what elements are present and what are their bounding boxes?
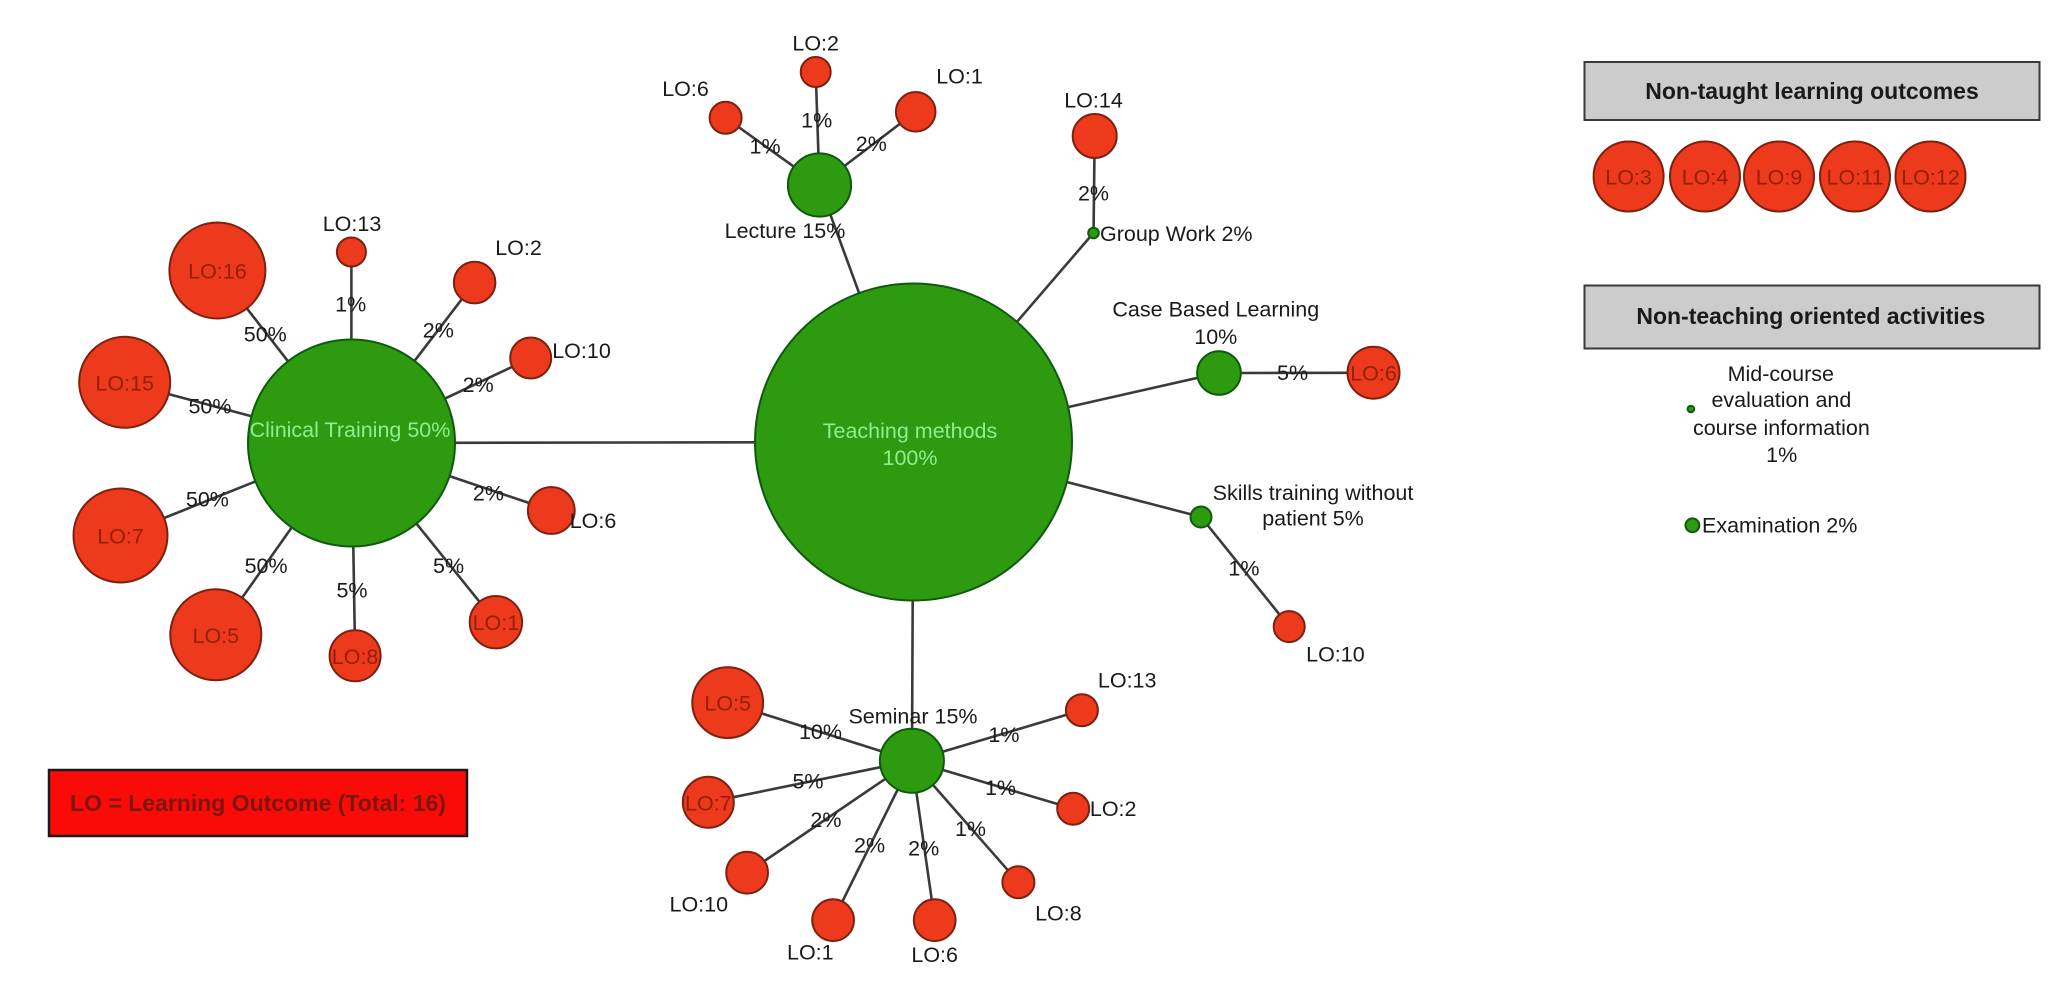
svg-text:LO:10: LO:10 [552,339,611,363]
svg-text:LO:1: LO:1 [473,611,520,635]
svg-text:Skills training without: Skills training without [1213,481,1414,505]
svg-text:LO:5: LO:5 [192,624,239,648]
svg-text:LO:2: LO:2 [495,236,542,260]
svg-text:LO:4: LO:4 [1682,166,1729,190]
svg-text:1%: 1% [1228,557,1259,581]
svg-text:Group Work 2%: Group Work 2% [1100,222,1253,246]
svg-text:LO:15: LO:15 [95,371,154,395]
svg-text:2%: 2% [1078,182,1109,206]
svg-text:LO:10: LO:10 [670,893,729,917]
svg-text:LO:2: LO:2 [792,31,839,55]
svg-text:1%: 1% [335,292,366,316]
svg-text:LO:9: LO:9 [1756,166,1803,190]
svg-text:LO = Learning Outcome (Total:: LO = Learning Outcome (Total: 16) [70,790,446,816]
svg-text:LO:7: LO:7 [685,791,732,815]
svg-text:2%: 2% [810,808,841,832]
svg-text:LO:13: LO:13 [323,212,382,236]
svg-text:LO:3: LO:3 [1605,166,1652,190]
svg-text:Examination 2%: Examination 2% [1702,513,1857,537]
svg-text:50%: 50% [245,554,288,578]
svg-text:1%: 1% [1766,443,1797,467]
svg-text:1%: 1% [985,776,1016,800]
svg-text:2%: 2% [423,319,454,343]
svg-text:LO:6: LO:6 [570,509,617,533]
svg-text:5%: 5% [336,579,367,603]
svg-text:1%: 1% [801,109,832,133]
svg-text:50%: 50% [188,394,231,418]
svg-text:patient 5%: patient 5% [1262,506,1364,530]
svg-text:2%: 2% [856,132,887,156]
svg-text:LO:6: LO:6 [662,77,709,101]
svg-text:Clinical Training 50%: Clinical Training 50% [250,418,451,442]
svg-text:2%: 2% [908,836,939,860]
svg-text:LO:10: LO:10 [1306,643,1365,667]
svg-text:Seminar 15%: Seminar 15% [848,704,977,728]
svg-text:5%: 5% [1277,361,1308,385]
svg-text:LO:11: LO:11 [1827,166,1884,190]
svg-text:Teaching methods: Teaching methods [823,419,998,443]
svg-text:Mid-course: Mid-course [1728,362,1834,386]
svg-text:Lecture 15%: Lecture 15% [725,219,846,243]
svg-text:LO:14: LO:14 [1064,89,1123,113]
svg-text:1%: 1% [955,817,986,841]
svg-text:100%: 100% [883,446,938,470]
svg-text:50%: 50% [186,487,229,511]
svg-text:LO:8: LO:8 [1035,901,1082,925]
svg-text:LO:5: LO:5 [704,692,751,716]
svg-text:10%: 10% [1194,325,1237,349]
svg-text:LO:8: LO:8 [332,645,379,669]
svg-text:5%: 5% [433,554,464,578]
svg-text:Non-taught learning outcomes: Non-taught learning outcomes [1645,78,1979,104]
svg-text:Case Based Learning: Case Based Learning [1112,297,1319,321]
svg-text:1%: 1% [988,723,1019,747]
svg-text:10%: 10% [799,720,842,744]
svg-text:LO:7: LO:7 [97,525,144,549]
svg-text:1%: 1% [750,134,781,158]
svg-text:2%: 2% [463,373,494,397]
svg-text:LO:13: LO:13 [1098,669,1157,693]
svg-text:2%: 2% [473,481,504,505]
svg-text:LO:1: LO:1 [787,941,834,965]
svg-text:evaluation and: evaluation and [1711,388,1851,412]
svg-text:Non-teaching oriented activiti: Non-teaching oriented activities [1636,303,1985,329]
svg-text:course information: course information [1693,416,1870,440]
svg-text:5%: 5% [792,769,823,793]
svg-text:LO:1: LO:1 [936,64,983,88]
svg-text:LO:6: LO:6 [1350,362,1397,386]
svg-text:2%: 2% [854,834,885,858]
svg-text:LO:2: LO:2 [1090,797,1137,821]
svg-text:LO:12: LO:12 [1901,166,1960,190]
svg-text:LO:16: LO:16 [188,260,247,284]
svg-text:LO:6: LO:6 [911,943,958,967]
svg-text:50%: 50% [244,322,287,346]
